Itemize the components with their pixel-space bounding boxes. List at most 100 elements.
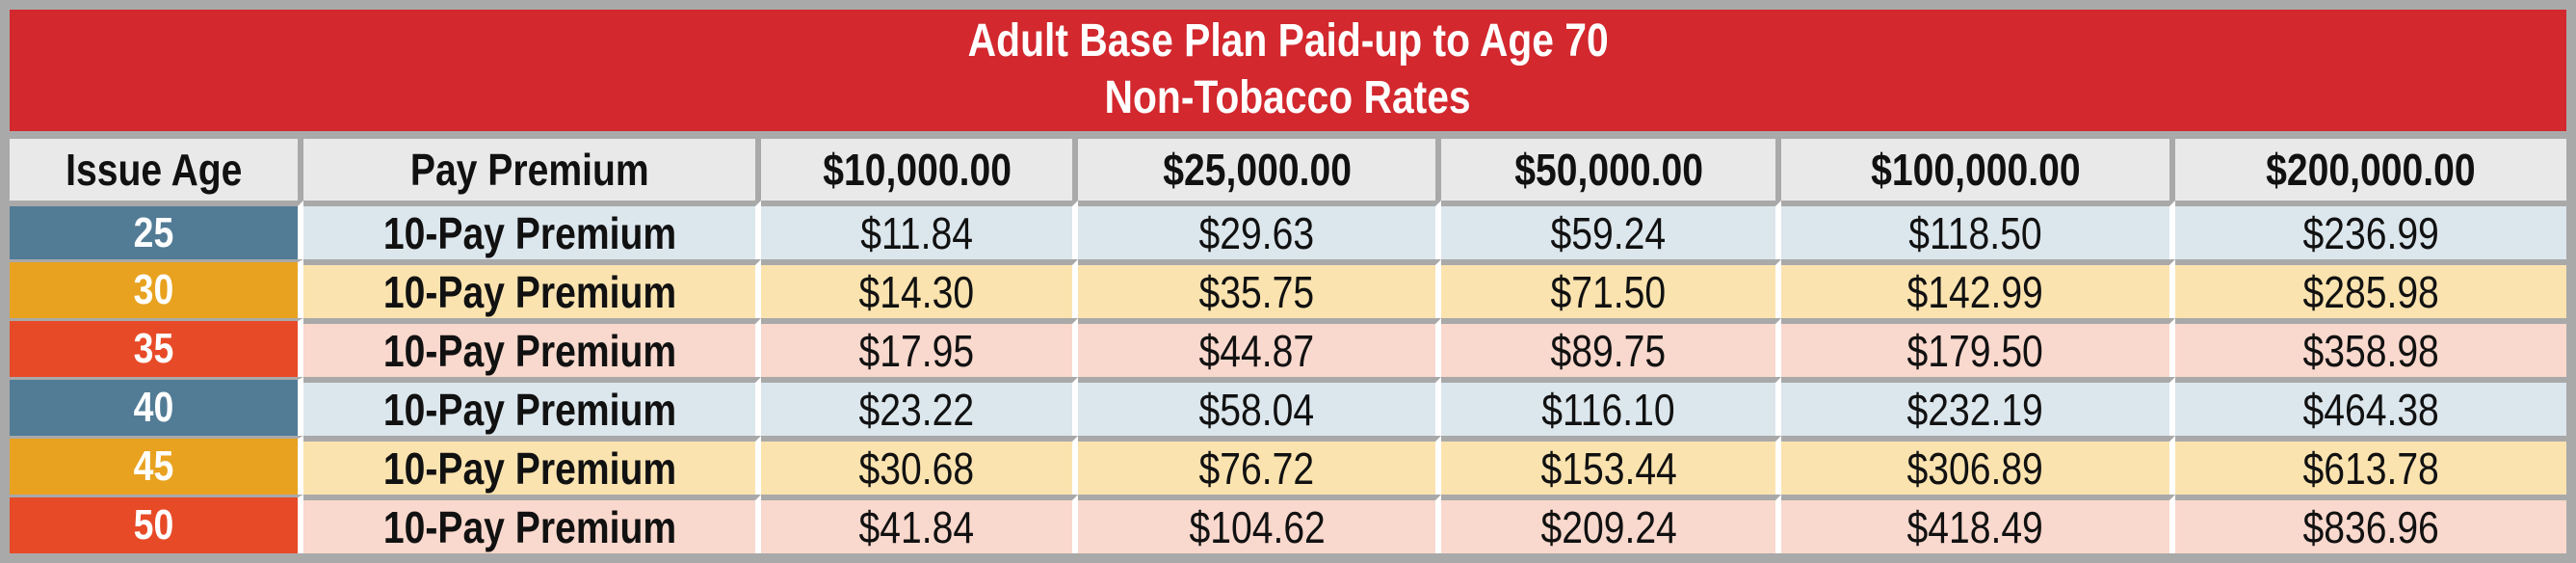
rate-cell: $41.84	[761, 495, 1079, 553]
rate-cell: $23.22	[761, 377, 1079, 436]
rate-cell: $613.78	[2174, 436, 2566, 495]
pay-premium-text: 10-Pay Premium	[382, 207, 676, 258]
column-header-50000: $50,000.00	[1441, 139, 1782, 201]
rate-cell: $104.62	[1078, 495, 1442, 553]
pay-premium-cell: 10-Pay Premium	[303, 318, 762, 377]
rate-cell: $358.98	[2174, 318, 2566, 377]
column-header-text: $25,000.00	[1162, 145, 1352, 195]
issue-age-cell: 40	[10, 377, 304, 436]
rate-text: $23.22	[859, 384, 975, 435]
pay-premium-text: 10-Pay Premium	[382, 266, 676, 317]
table-row: 30 10-Pay Premium $14.30 $35.75 $71.50 $…	[10, 259, 2566, 318]
rate-cell: $59.24	[1441, 201, 1782, 259]
rate-cell: $232.19	[1781, 377, 2175, 436]
column-header-200000: $200,000.00	[2174, 139, 2566, 201]
pay-premium-cell: 10-Pay Premium	[303, 436, 762, 495]
table-row: 50 10-Pay Premium $41.84 $104.62 $209.24…	[10, 495, 2566, 553]
rate-text: $104.62	[1189, 501, 1326, 552]
column-header-25000: $25,000.00	[1078, 139, 1442, 201]
table-title-text: Adult Base Plan Paid-up to Age 70	[967, 15, 1609, 67]
column-header-text: $10,000.00	[822, 145, 1012, 195]
rate-cell: $142.99	[1781, 259, 2175, 318]
column-header-10000: $10,000.00	[761, 139, 1079, 201]
rate-cell: $209.24	[1441, 495, 1782, 553]
rate-text: $30.68	[859, 442, 975, 494]
rate-text: $179.50	[1906, 325, 2044, 376]
rate-text: $142.99	[1906, 266, 2044, 317]
pay-premium-cell: 10-Pay Premium	[303, 377, 762, 436]
rate-text: $613.78	[2302, 442, 2439, 494]
rate-text: $71.50	[1550, 266, 1667, 317]
issue-age-text: 45	[133, 442, 174, 490]
rate-cell: $285.98	[2174, 259, 2566, 318]
rate-cell: $17.95	[761, 318, 1079, 377]
table-subtitle-text: Non-Tobacco Rates	[1104, 72, 1472, 123]
column-header-text: $200,000.00	[2266, 145, 2476, 195]
pay-premium-text: 10-Pay Premium	[382, 501, 676, 552]
issue-age-cell: 35	[10, 318, 304, 377]
issue-age-text: 50	[133, 501, 174, 549]
pay-premium-cell: 10-Pay Premium	[303, 495, 762, 553]
issue-age-text: 40	[133, 384, 174, 431]
rate-cell: $118.50	[1781, 201, 2175, 259]
column-header-text: $50,000.00	[1513, 145, 1703, 195]
rate-text: $209.24	[1540, 501, 1677, 552]
column-header-100000: $100,000.00	[1781, 139, 2175, 201]
pay-premium-text: 10-Pay Premium	[382, 325, 676, 376]
pay-premium-text: 10-Pay Premium	[382, 442, 676, 494]
header-row: Issue Age Pay Premium $10,000.00 $25,000…	[10, 139, 2566, 201]
rates-table: Issue Age Pay Premium $10,000.00 $25,000…	[10, 139, 2566, 553]
rate-text: $76.72	[1198, 442, 1315, 494]
rate-text: $17.95	[859, 325, 975, 376]
issue-age-cell: 25	[10, 201, 304, 259]
rate-text: $29.63	[1198, 207, 1315, 258]
issue-age-text: 35	[133, 325, 174, 372]
rate-cell: $71.50	[1441, 259, 1782, 318]
rate-text: $11.84	[860, 207, 974, 258]
issue-age-cell: 30	[10, 259, 304, 318]
issue-age-cell: 50	[10, 495, 304, 553]
rate-text: $358.98	[2302, 325, 2439, 376]
pay-premium-cell: 10-Pay Premium	[303, 201, 762, 259]
table-row: 40 10-Pay Premium $23.22 $58.04 $116.10 …	[10, 377, 2566, 436]
rate-text: $285.98	[2302, 266, 2439, 317]
rate-text: $418.49	[1906, 501, 2044, 552]
rate-text: $118.50	[1908, 207, 2042, 258]
table-row: 45 10-Pay Premium $30.68 $76.72 $153.44 …	[10, 436, 2566, 495]
rate-cell: $14.30	[761, 259, 1079, 318]
rate-cell: $44.87	[1078, 318, 1442, 377]
rate-cell: $236.99	[2174, 201, 2566, 259]
column-header-text: Pay Premium	[409, 145, 649, 195]
issue-age-text: 30	[133, 266, 174, 313]
rate-cell: $153.44	[1441, 436, 1782, 495]
rate-cell: $116.10	[1441, 377, 1782, 436]
rate-text: $41.84	[859, 501, 975, 552]
issue-age-cell: 45	[10, 436, 304, 495]
table-title: Adult Base Plan Paid-up to Age 70	[911, 13, 1665, 70]
pay-premium-cell: 10-Pay Premium	[303, 259, 762, 318]
rate-cell: $35.75	[1078, 259, 1442, 318]
rate-text: $35.75	[1198, 266, 1315, 317]
table-subtitle: Non-Tobacco Rates	[1072, 70, 1503, 127]
column-header-pay-premium: Pay Premium	[303, 139, 762, 201]
rate-text: $89.75	[1550, 325, 1667, 376]
rate-cell: $30.68	[761, 436, 1079, 495]
column-header-issue-age: Issue Age	[10, 139, 304, 201]
rate-cell: $58.04	[1078, 377, 1442, 436]
rate-cell: $418.49	[1781, 495, 2175, 553]
rate-text: $14.30	[859, 266, 975, 317]
issue-age-text: 25	[133, 208, 174, 256]
rate-cell: $179.50	[1781, 318, 2175, 377]
rate-text: $306.89	[1906, 442, 2044, 494]
rate-cell: $76.72	[1078, 436, 1442, 495]
column-header-text: Issue Age	[65, 145, 243, 195]
rate-cell: $836.96	[2174, 495, 2566, 553]
rate-text: $836.96	[2302, 501, 2439, 552]
rate-text: $59.24	[1550, 207, 1667, 258]
rate-cell: $11.84	[761, 201, 1079, 259]
rate-cell: $89.75	[1441, 318, 1782, 377]
rate-cell: $306.89	[1781, 436, 2175, 495]
rate-text: $116.10	[1541, 384, 1675, 435]
rate-text: $464.38	[2302, 384, 2439, 435]
